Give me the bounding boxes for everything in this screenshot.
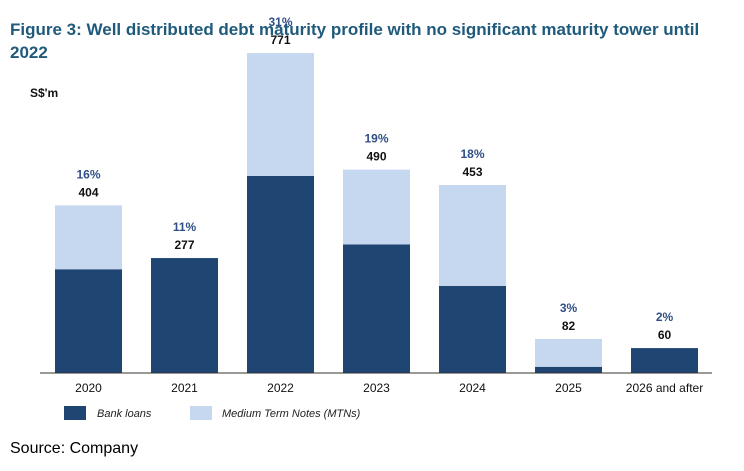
bar-segment-mtns-4 bbox=[439, 185, 506, 286]
total-label-2: 771 bbox=[270, 33, 290, 47]
bars-group bbox=[55, 53, 698, 373]
bar-segment-bank-loans-6 bbox=[631, 348, 698, 373]
legend-label-mtns: Medium Term Notes (MTNs) bbox=[222, 408, 361, 420]
total-label-0: 404 bbox=[78, 185, 98, 199]
percent-label-2: 31% bbox=[268, 15, 292, 29]
bar-segment-bank-loans-2 bbox=[247, 175, 314, 373]
total-label-5: 82 bbox=[562, 319, 576, 333]
x-tick-label-1: 2021 bbox=[171, 381, 198, 395]
bar-segment-bank-loans-3 bbox=[343, 244, 410, 373]
legend-label-bank-loans: Bank loans bbox=[97, 408, 152, 420]
total-label-6: 60 bbox=[658, 328, 672, 342]
total-label-1: 277 bbox=[174, 238, 194, 252]
bar-segment-bank-loans-5 bbox=[535, 366, 602, 373]
labels-group: 404 16% 2020 277 11% 2021 771 31% 2022 490 19% 2023… bbox=[75, 15, 703, 395]
percent-label-3: 19% bbox=[364, 132, 388, 146]
bar-segment-mtns-3 bbox=[343, 169, 410, 245]
legend-swatch-bank-loans bbox=[64, 406, 86, 420]
percent-label-1: 11% bbox=[173, 220, 197, 234]
bar-segment-mtns-2 bbox=[247, 53, 314, 176]
x-tick-label-4: 2024 bbox=[459, 381, 486, 395]
source-note: Source: Company bbox=[10, 440, 139, 457]
bar-segment-mtns-5 bbox=[535, 338, 602, 367]
percent-label-0: 16% bbox=[76, 167, 100, 181]
total-label-3: 490 bbox=[366, 150, 386, 164]
percent-label-6: 2% bbox=[656, 310, 674, 324]
x-tick-label-2: 2022 bbox=[267, 381, 294, 395]
bar-segment-bank-loans-4 bbox=[439, 285, 506, 373]
bar-segment-bank-loans-0 bbox=[55, 269, 122, 373]
bar-segment-bank-loans-1 bbox=[151, 258, 218, 373]
total-label-4: 453 bbox=[462, 165, 482, 179]
unit-label: S$'m bbox=[30, 86, 58, 100]
x-tick-label-5: 2025 bbox=[555, 381, 582, 395]
x-tick-label-0: 2020 bbox=[75, 381, 102, 395]
x-tick-label-3: 2023 bbox=[363, 381, 390, 395]
x-tick-label-6: 2026 and after bbox=[626, 381, 703, 395]
chart-title: Figure 3: Well distributed debt maturity… bbox=[10, 20, 700, 62]
percent-label-4: 18% bbox=[460, 147, 484, 161]
legend-swatch-mtns bbox=[190, 406, 212, 420]
percent-label-5: 3% bbox=[560, 301, 578, 315]
bar-segment-mtns-0 bbox=[55, 205, 122, 270]
